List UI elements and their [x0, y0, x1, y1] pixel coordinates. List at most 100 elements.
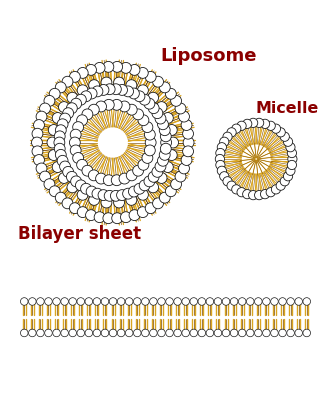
Circle shape: [287, 329, 294, 337]
Circle shape: [134, 91, 145, 102]
Circle shape: [111, 99, 122, 110]
Circle shape: [36, 111, 47, 122]
Circle shape: [222, 298, 230, 305]
Circle shape: [101, 197, 112, 208]
Circle shape: [148, 103, 159, 114]
Circle shape: [206, 329, 214, 337]
Circle shape: [40, 171, 50, 182]
Circle shape: [286, 166, 295, 175]
Circle shape: [70, 137, 80, 148]
Circle shape: [81, 91, 91, 102]
Circle shape: [126, 170, 137, 181]
Circle shape: [67, 92, 78, 103]
Circle shape: [75, 94, 86, 105]
Circle shape: [287, 298, 294, 305]
Circle shape: [287, 160, 297, 170]
Circle shape: [85, 298, 93, 305]
Circle shape: [237, 188, 246, 197]
Circle shape: [103, 175, 114, 186]
Circle shape: [217, 166, 226, 175]
Circle shape: [217, 142, 226, 152]
Circle shape: [31, 137, 42, 148]
Circle shape: [63, 108, 73, 118]
Circle shape: [159, 82, 170, 93]
Circle shape: [156, 102, 167, 112]
Circle shape: [295, 329, 303, 337]
Circle shape: [33, 155, 44, 165]
Circle shape: [237, 121, 246, 130]
Circle shape: [86, 186, 97, 197]
Circle shape: [88, 170, 99, 181]
Circle shape: [160, 143, 171, 154]
Circle shape: [75, 180, 86, 191]
Circle shape: [139, 94, 150, 105]
Circle shape: [96, 101, 107, 112]
Circle shape: [62, 76, 73, 87]
Circle shape: [145, 203, 156, 214]
Circle shape: [283, 137, 293, 147]
Circle shape: [243, 190, 252, 199]
Circle shape: [232, 185, 241, 194]
Circle shape: [94, 62, 105, 73]
Circle shape: [182, 329, 189, 337]
Circle shape: [220, 137, 229, 147]
Circle shape: [142, 153, 153, 163]
Circle shape: [71, 98, 81, 109]
Circle shape: [227, 181, 236, 190]
Circle shape: [82, 165, 93, 176]
Circle shape: [70, 72, 80, 82]
Circle shape: [148, 92, 159, 103]
Circle shape: [93, 329, 101, 337]
Text: Liposome: Liposome: [160, 47, 257, 65]
Circle shape: [94, 212, 105, 223]
Circle shape: [262, 298, 270, 305]
Circle shape: [126, 104, 137, 115]
Circle shape: [243, 119, 252, 129]
Circle shape: [181, 120, 192, 131]
Circle shape: [174, 298, 181, 305]
Circle shape: [183, 128, 194, 139]
Circle shape: [145, 72, 156, 82]
Circle shape: [280, 177, 289, 186]
Circle shape: [77, 298, 84, 305]
Circle shape: [223, 132, 232, 141]
Circle shape: [139, 180, 150, 191]
Circle shape: [238, 298, 246, 305]
Circle shape: [120, 62, 131, 73]
Circle shape: [111, 175, 122, 186]
Circle shape: [96, 173, 107, 184]
Circle shape: [114, 197, 124, 208]
Circle shape: [40, 103, 50, 114]
Circle shape: [134, 183, 145, 194]
Circle shape: [220, 172, 229, 181]
Circle shape: [159, 125, 170, 136]
Circle shape: [77, 115, 87, 126]
Circle shape: [142, 122, 153, 133]
Circle shape: [126, 195, 137, 205]
Circle shape: [69, 298, 76, 305]
Circle shape: [160, 131, 171, 142]
Circle shape: [109, 329, 117, 337]
Circle shape: [287, 149, 297, 158]
Circle shape: [249, 118, 258, 127]
Circle shape: [166, 329, 173, 337]
Circle shape: [206, 298, 214, 305]
Circle shape: [89, 80, 100, 91]
Circle shape: [137, 85, 148, 96]
Circle shape: [129, 64, 140, 75]
Circle shape: [230, 329, 238, 337]
Circle shape: [271, 185, 281, 194]
Circle shape: [111, 84, 121, 95]
Circle shape: [133, 298, 141, 305]
Circle shape: [70, 129, 81, 140]
Circle shape: [125, 329, 133, 337]
Circle shape: [104, 190, 115, 201]
Circle shape: [142, 329, 149, 337]
Circle shape: [77, 207, 88, 218]
Circle shape: [214, 329, 222, 337]
Circle shape: [271, 329, 278, 337]
Circle shape: [166, 88, 176, 99]
Circle shape: [138, 160, 149, 170]
Circle shape: [89, 195, 100, 205]
Circle shape: [238, 329, 246, 337]
